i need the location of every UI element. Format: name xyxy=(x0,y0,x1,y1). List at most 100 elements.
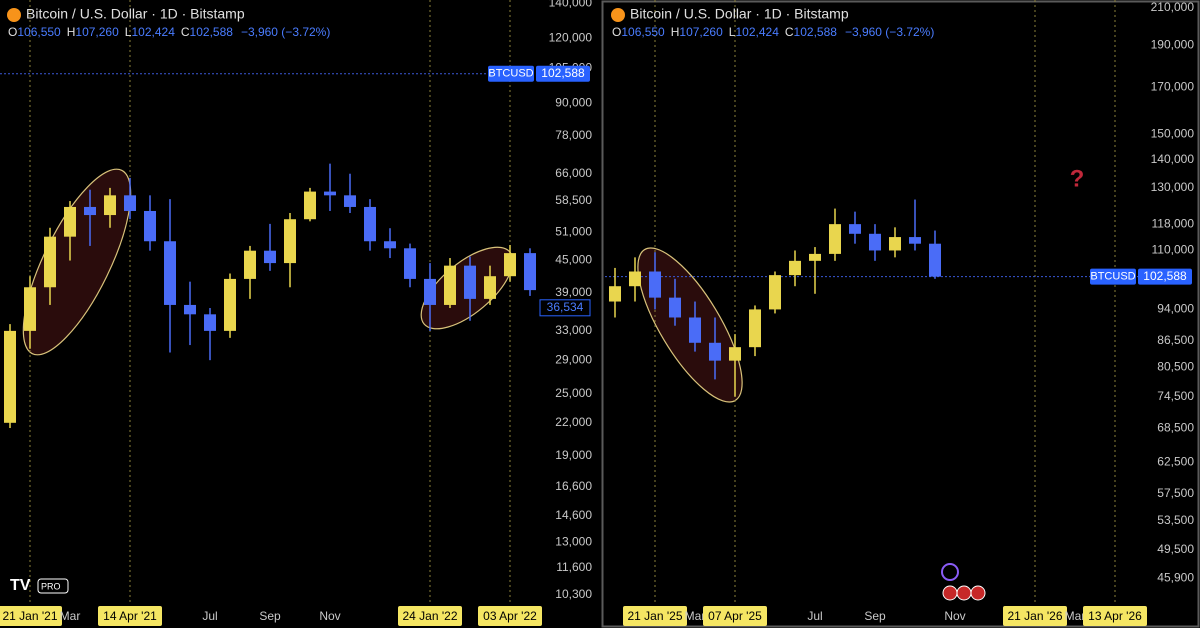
price-tag-value: 102,588 xyxy=(1143,269,1187,283)
candle-body xyxy=(789,260,801,276)
x-tick-label: Mar xyxy=(1065,609,1086,623)
price-tag: BTCUSD 102,588 xyxy=(1090,268,1192,285)
y-tick-label: 140,000 xyxy=(1151,152,1195,166)
y-tick-label: 33,000 xyxy=(555,323,592,337)
event-icon xyxy=(942,585,958,601)
ohlc-value: 102,588 xyxy=(190,25,234,39)
candle-body xyxy=(4,330,16,423)
candle-body xyxy=(384,241,396,249)
date-marker-label: 21 Jan '25 xyxy=(627,609,682,623)
y-tick-label: 78,000 xyxy=(555,128,592,142)
y-tick-label: 90,000 xyxy=(555,96,592,110)
date-marker-label: 07 Apr '25 xyxy=(708,609,762,623)
ohlc-value: 106,550 xyxy=(621,25,665,39)
y-tick-label: 53,500 xyxy=(1157,513,1194,527)
ohlc-key: C xyxy=(181,25,190,39)
y-tick-label: 57,500 xyxy=(1157,486,1194,500)
ohlc-value: 102,588 xyxy=(794,25,838,39)
candle-body xyxy=(344,195,356,207)
candle-body xyxy=(909,237,921,244)
candle-body xyxy=(64,206,76,237)
date-marker-label: 14 Apr '21 xyxy=(103,609,157,623)
candle-body xyxy=(929,243,941,277)
price-tag-name: BTCUSD xyxy=(488,68,533,80)
y-tick-label: 110,000 xyxy=(1152,243,1195,257)
price-tag-value-box xyxy=(1138,268,1192,285)
date-marker-box xyxy=(623,606,687,626)
candle-body xyxy=(524,253,536,291)
candle-body xyxy=(164,241,176,305)
ohlc-change: −3,960 (−3.72%) xyxy=(845,25,934,39)
y-tick-label: 19,000 xyxy=(555,448,592,462)
candle-body xyxy=(284,219,296,264)
price-tag-value-box xyxy=(536,65,590,82)
date-marker-box xyxy=(1003,606,1067,626)
y-tick-label: 58,500 xyxy=(555,193,592,207)
candle-body xyxy=(769,275,781,310)
chart-symbol-title: Bitcoin / U.S. Dollar · 1D · Bitstamp xyxy=(26,6,245,22)
ohlc-key: L xyxy=(729,25,736,39)
date-marker-label: 13 Apr '26 xyxy=(1088,609,1142,623)
date-marker-box xyxy=(703,606,767,626)
event-icons xyxy=(941,563,986,601)
candle-body xyxy=(729,347,741,361)
candle-body xyxy=(669,297,681,318)
price-tag-name: BTCUSD xyxy=(1090,271,1135,283)
candle-body xyxy=(84,206,96,216)
logo-badge xyxy=(37,578,69,594)
candle-body xyxy=(324,191,336,196)
y-tick-label: 13,000 xyxy=(555,534,592,548)
candle-body xyxy=(689,317,701,343)
y-tick-label: 170,000 xyxy=(1151,79,1195,93)
annotation: ? xyxy=(1070,165,1085,192)
y-tick-label: 14,600 xyxy=(555,508,592,522)
x-tick-label: Jul xyxy=(202,609,217,623)
event-icon xyxy=(956,585,972,601)
y-tick-label: 118,000 xyxy=(1152,216,1195,230)
event-icon xyxy=(970,585,986,601)
y-tick-label: 150,000 xyxy=(1151,126,1195,140)
candle-body xyxy=(244,250,256,279)
x-tick-label: Jul xyxy=(807,609,822,623)
candle-body xyxy=(749,309,761,348)
ohlc-key: L xyxy=(125,25,132,39)
logo-badge-text: PRO xyxy=(41,581,61,591)
active-pane-border xyxy=(601,0,1200,628)
y-tick-label: 74,500 xyxy=(1157,389,1194,403)
y-tick-label: 16,600 xyxy=(555,479,592,493)
candle-body xyxy=(444,265,456,305)
y-tick-label: 10,300 xyxy=(555,587,592,601)
y-tick-label: 120,000 xyxy=(549,30,593,44)
event-icon xyxy=(941,563,959,581)
ohlc-legend: O106,550 H107,260 L102,424 C102,588 −3,960 (… xyxy=(8,25,330,39)
x-tick-label: Sep xyxy=(864,609,886,623)
candle-body xyxy=(204,314,216,331)
date-marker-box xyxy=(398,606,462,626)
price-tag-name-box xyxy=(1090,268,1136,285)
candle-body xyxy=(889,237,901,251)
y-tick-label: 80,500 xyxy=(1157,360,1194,374)
y-tick-label: 86,500 xyxy=(1157,333,1194,347)
date-marker-box xyxy=(98,606,162,626)
y-tick-label: 51,000 xyxy=(555,224,592,238)
x-tick-label: Mar xyxy=(685,609,706,623)
candle-body xyxy=(629,271,641,287)
tradingview-logo: TV PRO xyxy=(10,577,69,594)
candle-body xyxy=(304,191,316,220)
x-tick-label: Nov xyxy=(944,609,965,623)
candle-body xyxy=(424,278,436,305)
y-tick-label: 190,000 xyxy=(1151,38,1195,52)
ohlc-key: H xyxy=(671,25,680,39)
y-tick-label: 94,000 xyxy=(1157,302,1194,316)
candle-body xyxy=(809,253,821,261)
ohlc-value: 107,260 xyxy=(679,25,723,39)
ohlc-value: 106,550 xyxy=(17,25,61,39)
date-marker-box xyxy=(1083,606,1147,626)
candle-body xyxy=(484,276,496,299)
date-marker-box xyxy=(478,606,542,626)
y-tick-label: 68,500 xyxy=(1157,420,1194,434)
y-tick-label: 66,000 xyxy=(555,166,592,180)
ohlc-key: C xyxy=(785,25,794,39)
